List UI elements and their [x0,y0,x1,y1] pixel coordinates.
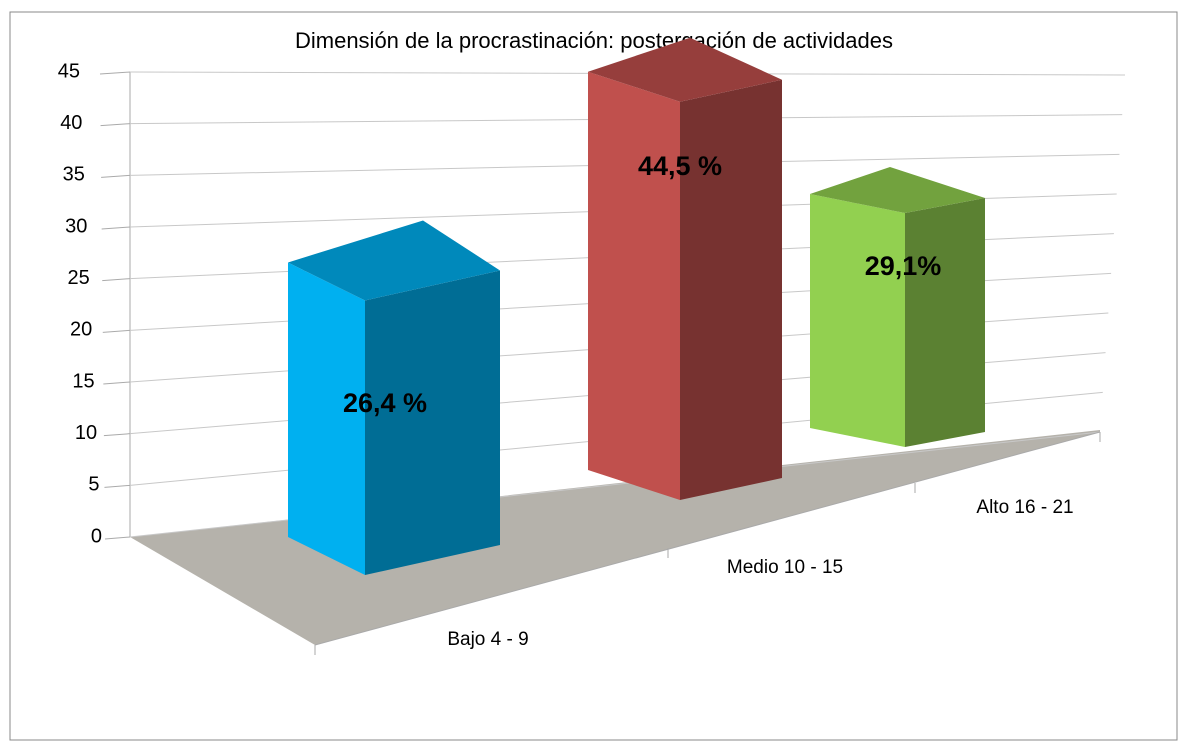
y-tick [104,536,131,540]
value-label: 26,4 % [343,388,427,418]
x-tick-label: Medio 10 - 15 [727,557,843,578]
y-tick [101,226,131,230]
bar-top [588,37,782,102]
bar-side [905,198,985,447]
y-tick-label: 5 [88,474,99,496]
y-tick-label: 15 [72,370,94,392]
y-tick-label: 45 [58,60,80,82]
bar-front [588,71,680,500]
bar-front [288,262,365,575]
x-axis [314,431,1101,646]
bar-top [810,167,985,214]
y-tick [101,174,131,178]
y-tick [104,484,131,488]
bar-top [288,220,500,301]
y-tick-label: 20 [70,319,92,341]
x-tick-label: Bajo 4 - 9 [447,629,528,650]
chart-title: Dimensión de la procrastinación: posterg… [295,28,893,53]
bar-side [680,79,782,500]
y-tick [103,433,131,437]
y-tick-label: 30 [65,215,87,237]
y-tick-label: 10 [75,422,97,444]
y-tick-label: 40 [60,112,82,134]
x-tick-label: Alto 16 - 21 [976,497,1073,518]
y-tick-label: 0 [91,525,102,547]
bar-front [810,194,905,447]
value-label: 29,1% [865,251,942,281]
floor [130,430,1100,645]
y-tick-label: 25 [68,267,90,289]
y-tick [100,123,131,127]
y-tick-label: 35 [63,164,85,186]
y-tick [99,71,131,75]
y-tick [102,329,131,333]
y-tick [103,381,131,385]
bar-side [365,270,500,575]
y-tick [102,278,131,282]
value-label: 44,5 % [638,151,722,181]
